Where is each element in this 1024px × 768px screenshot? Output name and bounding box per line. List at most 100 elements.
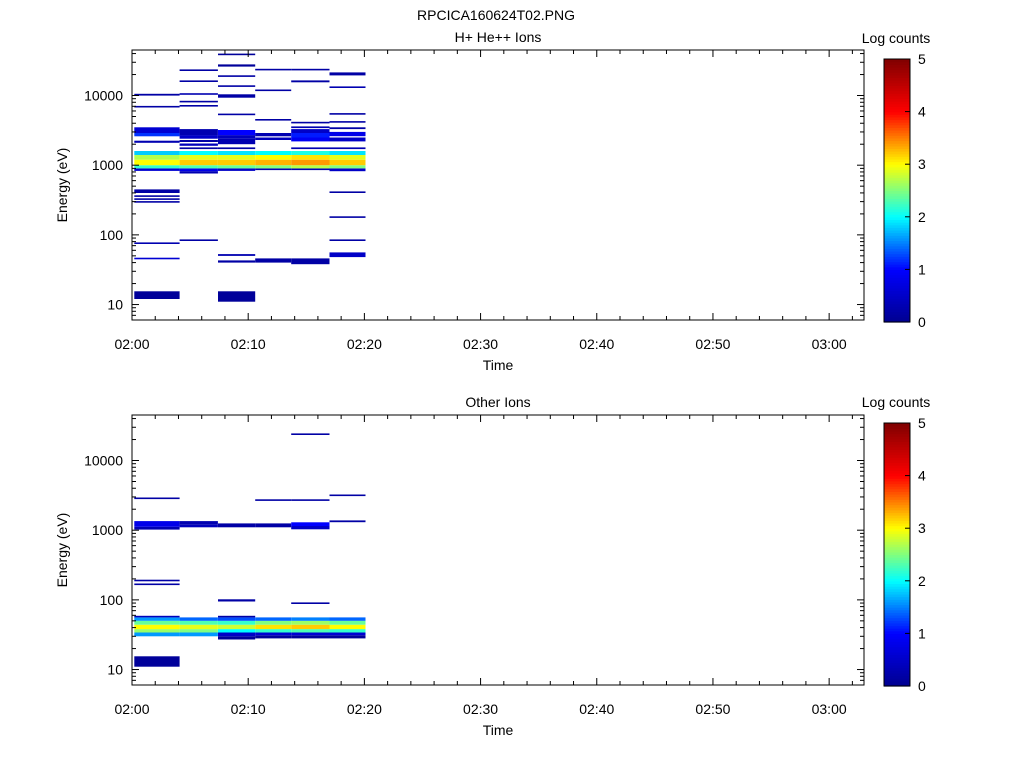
colorbar-segment <box>884 261 910 265</box>
colorbar-segment <box>884 444 910 448</box>
spectrogram-cell <box>134 620 180 625</box>
colorbar-segment <box>884 222 910 226</box>
colorbar-segment <box>884 491 910 495</box>
colorbar-segment <box>884 567 910 571</box>
spectrogram-cell <box>291 522 330 526</box>
spectrogram-cell <box>218 629 256 633</box>
spectrogram-cell <box>255 68 292 71</box>
colorbar-segment <box>884 641 910 645</box>
colorbar-segment <box>884 486 910 490</box>
spectrogram-cell <box>329 624 366 630</box>
spectrogram-cell <box>134 521 180 527</box>
colorbar-segment <box>884 187 910 192</box>
colorbar-segment <box>884 478 910 482</box>
colorbar-segment <box>884 287 910 292</box>
spectrogram-cell <box>255 159 292 166</box>
x-tick-label: 02:50 <box>695 336 730 352</box>
spectrogram-cell <box>179 69 218 71</box>
colorbar-segment <box>884 593 910 598</box>
colorbar-label: Log counts <box>862 30 931 46</box>
colorbar-segment <box>884 164 910 168</box>
spectrogram-cell <box>291 526 330 530</box>
colorbar-segment <box>884 224 910 228</box>
colorbar-segment <box>884 308 910 313</box>
colorbar-segment <box>884 93 910 97</box>
spectrogram-cell <box>255 523 292 528</box>
colorbar-segment <box>884 232 910 236</box>
colorbar-segment <box>884 264 910 268</box>
colorbar-segment <box>884 651 910 656</box>
spectrogram-cell <box>134 165 180 169</box>
spectrogram-cell <box>179 620 218 625</box>
colorbar-segment <box>884 108 910 113</box>
colorbar-segment <box>884 659 910 663</box>
colorbar-segment <box>884 436 910 440</box>
colorbar-segment <box>884 649 910 653</box>
y-tick-label: 100 <box>100 227 124 243</box>
colorbar-segment <box>884 625 910 629</box>
y-axis-label: Energy (eV) <box>54 513 70 588</box>
colorbar-segment <box>884 512 910 516</box>
colorbar-segment <box>884 269 910 273</box>
colorbar-segment <box>884 575 910 579</box>
spectrogram-cell <box>291 632 330 636</box>
y-tick-label: 10000 <box>84 88 123 104</box>
spectrogram-cell <box>329 159 366 166</box>
colorbar-segment <box>884 266 910 270</box>
spectrogram-cell <box>218 168 256 171</box>
x-tick-label: 03:00 <box>812 336 847 352</box>
spectrogram-cell <box>329 520 366 523</box>
colorbar-segment <box>884 130 910 134</box>
panel-title: H+ He++ Ions <box>455 29 542 45</box>
colorbar-segment <box>884 250 910 255</box>
colorbar-segment <box>884 536 910 540</box>
colorbar-segment <box>884 285 910 289</box>
colorbar-segment <box>884 90 910 94</box>
colorbar-segment <box>884 237 910 242</box>
spectrogram-cell <box>329 620 366 625</box>
colorbar-segment <box>884 153 910 157</box>
spectrogram-cell <box>134 624 180 630</box>
colorbar-segment <box>884 483 910 487</box>
colorbar-segment <box>884 256 910 260</box>
colorbar-segment <box>884 588 910 592</box>
colorbar-segment <box>884 504 910 508</box>
colorbar-segment <box>884 601 910 606</box>
spectrogram-cell <box>179 93 218 95</box>
colorbar-segment <box>884 64 910 68</box>
colorbar-segment <box>884 240 910 244</box>
colorbar-segment <box>884 316 910 320</box>
colorbar-segment <box>884 300 910 305</box>
colorbar-segment <box>884 546 910 550</box>
colorbar-segment <box>884 74 910 79</box>
spectrogram-cell <box>179 80 218 82</box>
plot-frame <box>131 414 865 686</box>
x-tick-label: 02:30 <box>463 701 498 717</box>
colorbar-segment <box>884 515 910 519</box>
y-tick-label: 10 <box>107 662 123 678</box>
spectrogram-cell <box>291 159 330 166</box>
spectrogram-cell <box>134 583 180 586</box>
spectrogram-cell <box>255 119 292 121</box>
colorbar-segment <box>884 628 910 632</box>
colorbar-segment <box>884 182 910 186</box>
spectrogram-cell <box>291 617 330 621</box>
y-axis-label: Energy (eV) <box>54 148 70 223</box>
colorbar-tick-label: 0 <box>918 314 926 330</box>
colorbar-segment <box>884 311 910 315</box>
spectrogram-cell <box>134 93 180 96</box>
colorbar-frame <box>883 58 911 323</box>
x-tick-label: 02:40 <box>579 336 614 352</box>
colorbar-segment <box>884 174 910 178</box>
panel-other-ions: 02:00 02:10 02:20 02:30 02:40 02:50 03:0010100… <box>54 394 930 738</box>
colorbar-segment <box>884 161 910 165</box>
colorbar-segment <box>884 151 910 155</box>
spectrogram-cell <box>291 155 330 160</box>
spectrogram-cell <box>255 89 292 92</box>
colorbar-segment <box>884 586 910 590</box>
spectrogram-cell <box>134 105 180 108</box>
spectrogram-cell <box>291 151 330 155</box>
y-tick-label: 10000 <box>84 453 123 469</box>
x-tick-label: 02:00 <box>114 701 149 717</box>
colorbar-segment <box>884 430 910 435</box>
